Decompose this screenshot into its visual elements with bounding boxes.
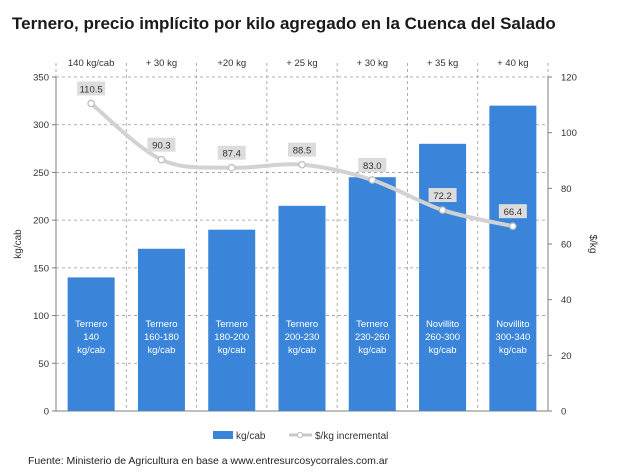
right-tick-label: 120 [561, 73, 577, 84]
chart-source: Fuente: Ministerio de Agricultura en bas… [28, 455, 389, 467]
bar [489, 105, 537, 411]
data-label-box [358, 157, 387, 172]
data-label: 88.5 [293, 146, 312, 157]
right-tick-labels: 0 20 40 60 80 100 120 [548, 73, 577, 418]
legend-bar-label: kg/cab [236, 431, 266, 442]
left-tick-label: 50 [38, 359, 49, 370]
left-tick-label: 300 [33, 120, 49, 131]
data-label-box [428, 188, 457, 203]
right-tick-label: 100 [561, 128, 577, 139]
right-tick-label: 80 [561, 184, 572, 195]
bars [67, 105, 537, 412]
bar-category-label: 160-180 [144, 332, 179, 343]
bar-category-labels: Ternero 140 kg/cab Ternero 160-180 kg/cab Tern… [75, 319, 530, 356]
bar-category-label: 230-260 [355, 332, 390, 343]
data-label-box [498, 204, 527, 219]
bar [419, 143, 467, 412]
bar-category-label: 140 [83, 332, 99, 343]
right-tick-label: 0 [561, 407, 566, 418]
line-point [157, 155, 166, 164]
left-tick-labels: 0 50 100 150 200 250 300 350 [33, 73, 56, 418]
legend-line-marker [296, 431, 304, 439]
data-label-box [77, 81, 106, 96]
top-label: + 40 kg [497, 58, 528, 69]
bar-category-label: kg/cab [499, 345, 527, 356]
line-point [438, 206, 447, 214]
top-label: + 30 kg [357, 58, 388, 69]
y2-axis-title: $/kg [587, 235, 598, 254]
data-label: 66.4 [504, 207, 523, 218]
top-label: + 35 kg [427, 58, 458, 69]
left-tick-label: 200 [33, 216, 49, 227]
left-tick-label: 350 [33, 73, 49, 84]
top-label: + 25 kg [286, 58, 317, 69]
data-label: 110.5 [80, 84, 103, 95]
bar-category-label: kg/cab [358, 345, 386, 356]
bar-category-label: kg/cab [218, 345, 246, 356]
bar-category-label: kg/cab [77, 345, 105, 356]
line-point [87, 99, 95, 108]
right-tick-label: 20 [561, 351, 572, 362]
left-tick-label: 250 [33, 168, 49, 179]
bar-category-label: Novillito [496, 319, 529, 330]
bar [137, 248, 185, 411]
right-tick-label: 60 [561, 240, 572, 251]
bar-category-label: kg/cab [429, 345, 457, 356]
bar-category-label: Ternero [216, 319, 248, 330]
line-point [509, 222, 517, 230]
bar-category-label: Ternero [286, 319, 318, 330]
data-label: 90.3 [152, 141, 171, 152]
bar-category-label: Ternero [145, 319, 177, 330]
bar-category-label: Novillito [426, 319, 459, 330]
data-label: 83.0 [363, 161, 382, 172]
data-label-box [147, 137, 176, 152]
bar-category-label: kg/cab [147, 345, 175, 356]
bar [278, 205, 326, 411]
bar-category-label: 260-300 [425, 332, 460, 343]
data-label-box [288, 142, 316, 157]
bar-category-label: 200-230 [285, 332, 320, 343]
top-labels: 140 kg/cab + 30 kg +20 kg + 25 kg + 30 kg + 3… [68, 58, 529, 69]
bar-category-label: 180-200 [214, 332, 249, 343]
data-label: 87.4 [222, 149, 241, 160]
top-label: 140 kg/cab [68, 58, 114, 69]
left-tick-label: 0 [44, 407, 49, 418]
legend-line-label: $/kg incremental [315, 431, 388, 442]
top-label: + 30 kg [146, 58, 177, 69]
left-tick-label: 150 [33, 263, 49, 274]
data-label: 72.2 [433, 191, 452, 202]
legend: kg/cab $/kg incremental [213, 431, 388, 442]
bar-category-label: kg/cab [288, 345, 316, 356]
bar [67, 277, 115, 411]
line-data-labels: 110.5 90.3 87.4 88.5 83.0 72.2 66.4 [77, 81, 527, 219]
legend-bar-swatch [213, 431, 233, 439]
bar-category-label: Ternero [356, 319, 388, 330]
line-point [227, 163, 236, 172]
top-label: +20 kg [217, 58, 246, 69]
chart-title: Ternero, precio implícito por kilo agreg… [12, 14, 556, 33]
left-tick-label: 100 [33, 311, 49, 322]
data-label-box [217, 145, 246, 160]
right-tick-label: 40 [561, 295, 572, 306]
y-axis-title: kg/cab [13, 229, 24, 259]
line-points [87, 99, 517, 230]
line-point [368, 176, 377, 184]
bar-category-label: 300-340 [495, 332, 530, 343]
bar [208, 229, 256, 411]
bar [348, 177, 396, 411]
line-point [298, 160, 306, 169]
bar-category-label: Ternero [75, 319, 107, 330]
